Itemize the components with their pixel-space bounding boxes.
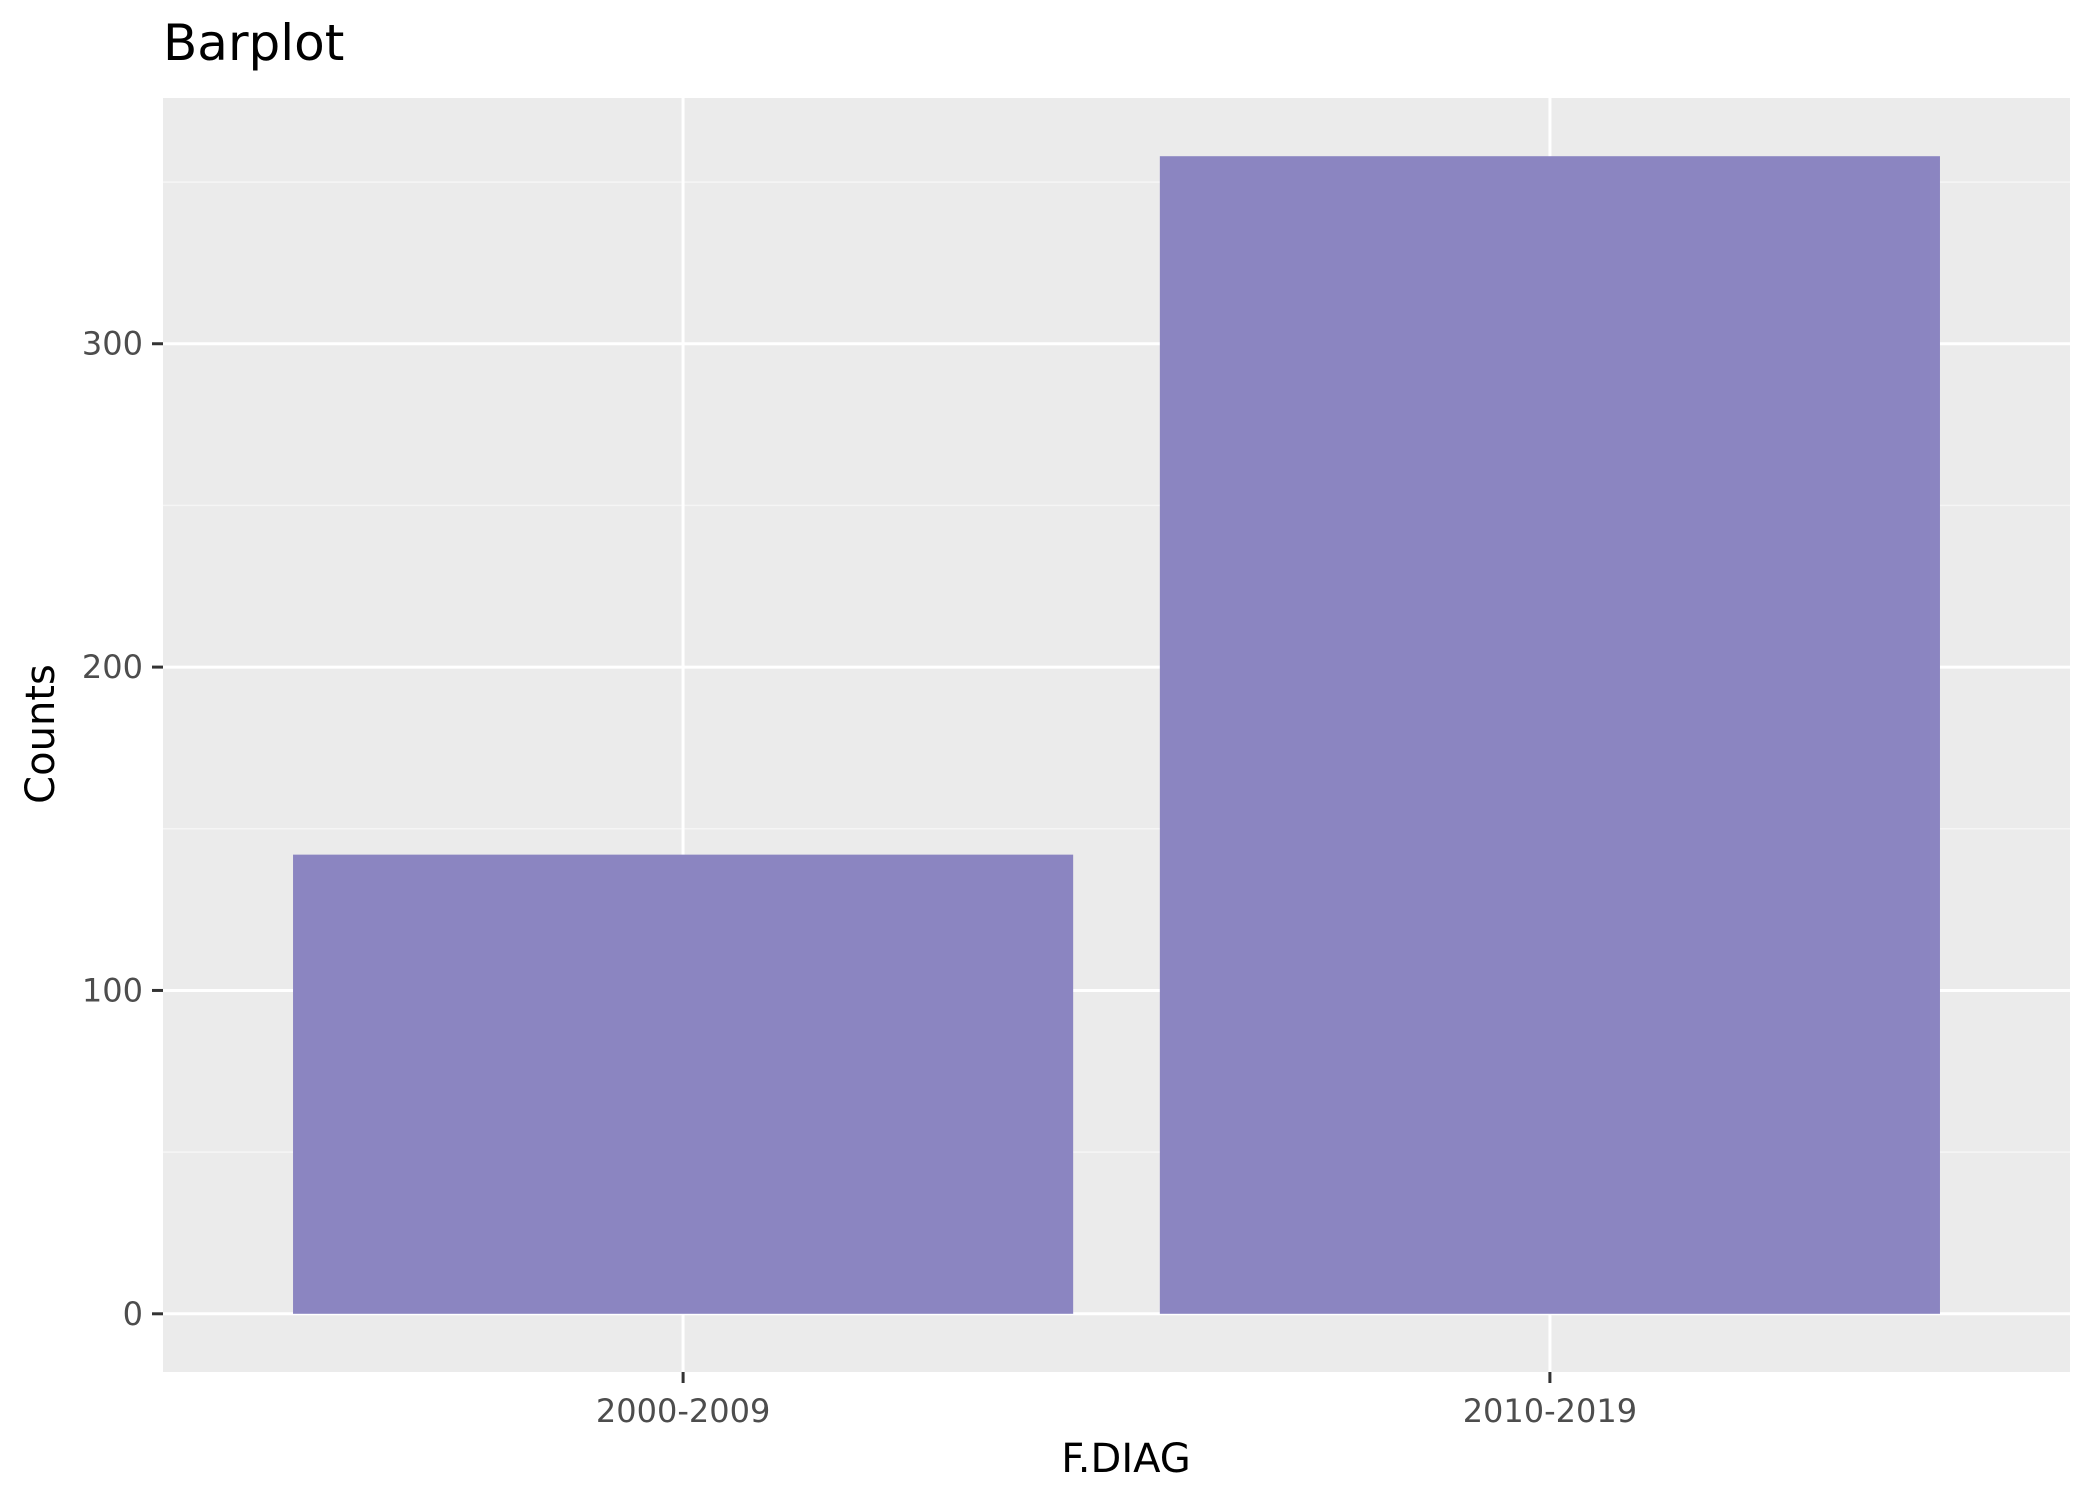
- chart-title: Barplot: [163, 14, 344, 72]
- y-tick-label: 200: [82, 648, 143, 686]
- x-axis-title: F.DIAG: [1061, 1436, 1191, 1482]
- x-tick-label: 2010-2019: [1463, 1392, 1637, 1430]
- y-tick-label: 100: [82, 971, 143, 1009]
- bar-2000-2009: [293, 854, 1074, 1314]
- bar-2010-2019: [1159, 156, 1940, 1314]
- y-tick-label: 300: [82, 325, 143, 363]
- y-axis-ticks: 0 100 200 300: [82, 325, 163, 1333]
- y-tick-label: 0: [123, 1295, 143, 1333]
- bars-group: [293, 156, 1940, 1314]
- x-tick-label: 2000-2009: [596, 1392, 770, 1430]
- x-axis-ticks: 2000-2009 2010-2019: [596, 1372, 1637, 1430]
- y-axis-title: Counts: [18, 664, 64, 804]
